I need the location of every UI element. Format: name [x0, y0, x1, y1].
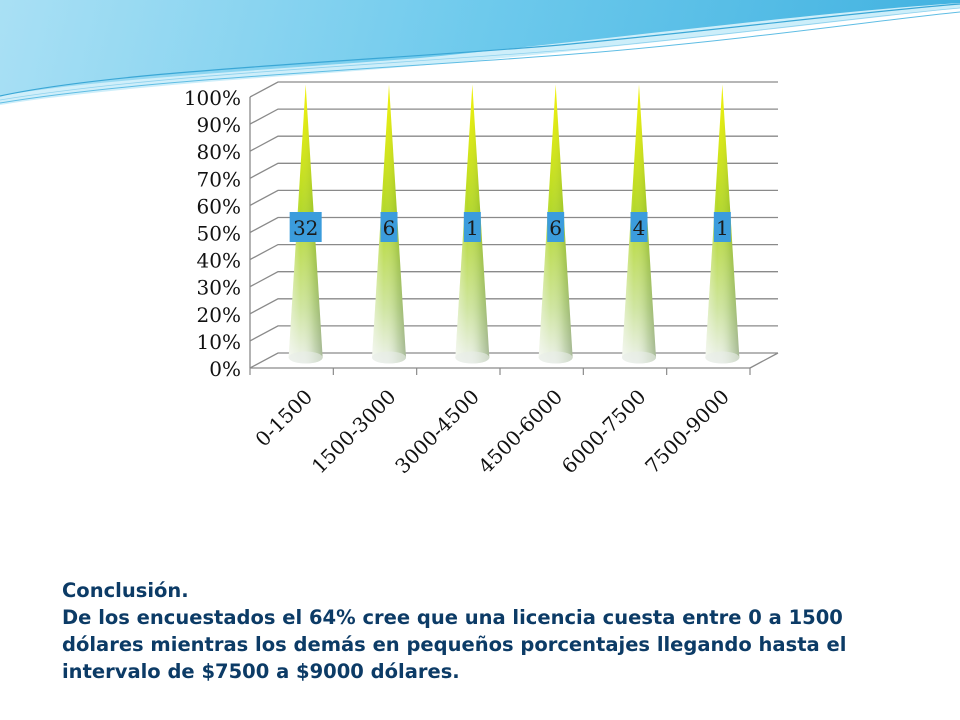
- gridline: [249, 135, 778, 152]
- data-label-text: 1: [716, 216, 729, 240]
- gridline: [249, 108, 778, 125]
- x-tick-label: 7500-9000: [640, 385, 734, 479]
- y-tick-label: 40%: [197, 249, 241, 273]
- header-swoosh: [0, 0, 960, 105]
- y-tick-label: 60%: [197, 194, 241, 218]
- y-tick-label: 20%: [197, 303, 241, 327]
- y-axis-ticks: 0% 10% 20% 30% 40% 50% 60% 70% 80% 90% 100%: [184, 86, 241, 381]
- bar-chart: 0% 10% 20% 30% 40% 50% 60% 70% 80% 90% 100% 32 6 1 6 4…: [184, 81, 779, 479]
- data-label-text: 6: [549, 216, 562, 240]
- conclusion-line-1: De los encuestados el 64% cree que una l…: [62, 606, 843, 629]
- gridline: [249, 189, 778, 206]
- data-label: 1: [463, 212, 481, 242]
- conclusion-text: Conclusión. De los encuestados el 64% cr…: [62, 577, 932, 685]
- y-tick-label: 70%: [197, 167, 241, 191]
- x-tick-label: 0-1500: [250, 385, 317, 452]
- x-tick-label: 3000-4500: [390, 385, 484, 479]
- bars: [288, 84, 740, 364]
- gridline: [249, 162, 778, 179]
- data-label-text: 4: [633, 216, 646, 240]
- data-label: 6: [547, 212, 565, 242]
- gridline: [249, 352, 778, 369]
- gridline: [249, 271, 778, 288]
- y-tick-label: 30%: [197, 276, 241, 300]
- x-axis-ticks: 0-15001500-30003000-45004500-60006000-75…: [250, 385, 733, 479]
- gridline: [249, 325, 778, 342]
- x-tick-label: 1500-3000: [307, 385, 401, 479]
- gridline: [249, 81, 778, 98]
- gridline: [249, 243, 778, 261]
- data-label: 32: [289, 212, 322, 242]
- data-label: 1: [713, 212, 731, 242]
- x-tick-label: 6000-7500: [557, 385, 651, 479]
- gridlines: [249, 81, 779, 375]
- y-tick-label: 0%: [209, 357, 241, 381]
- x-tick-label: 4500-6000: [473, 385, 567, 479]
- y-tick-label: 10%: [197, 330, 241, 354]
- gridline: [249, 216, 778, 234]
- data-label: 4: [630, 212, 648, 242]
- data-labels: 32 6 1 6 4 1: [289, 212, 731, 242]
- y-tick-label: 90%: [197, 113, 241, 137]
- data-label: 6: [380, 212, 398, 242]
- y-tick-label: 100%: [184, 86, 241, 110]
- data-label-text: 6: [383, 216, 396, 240]
- data-label-text: 1: [466, 216, 479, 240]
- gridline: [249, 298, 778, 315]
- y-tick-label: 50%: [197, 222, 241, 246]
- data-label-text: 32: [293, 216, 318, 240]
- floor-edge: [749, 352, 779, 369]
- conclusion-line-3: intervalo de $7500 a $9000 dólares.: [62, 660, 460, 683]
- conclusion-line-2: dólares mientras los demás en pequeños p…: [62, 633, 847, 656]
- conclusion-title: Conclusión.: [62, 579, 189, 602]
- y-tick-label: 80%: [197, 140, 241, 164]
